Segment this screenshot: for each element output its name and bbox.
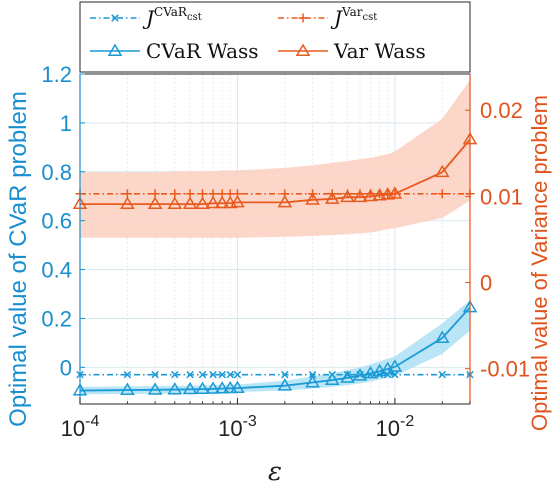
- series-3-point-3: [167, 196, 183, 210]
- legend-box: [79, 1, 471, 73]
- series-2-point-11: [305, 375, 320, 388]
- series-0-point-7: [218, 370, 226, 379]
- series-2-point-9: [230, 380, 245, 394]
- series-2-point-13: [340, 370, 355, 383]
- legend-marker-1: [298, 13, 308, 23]
- y-tick-label-left: 0.2: [41, 306, 72, 331]
- series-2-point-4: [182, 381, 198, 395]
- legend-label-3: Var Wass: [333, 39, 426, 63]
- x-tick-label: 10-2: [376, 413, 415, 441]
- series-3-point-6: [205, 195, 221, 209]
- series-line-2: [79, 306, 471, 392]
- series-3-point-16: [372, 188, 387, 201]
- series-0-point-11: [308, 370, 317, 379]
- series-0-point-19: [438, 370, 447, 379]
- series-0-point-6: [209, 370, 217, 379]
- series-3-point-7: [214, 195, 230, 209]
- series-2-point-10: [277, 378, 293, 391]
- y-tick-label-left: 0.8: [41, 160, 72, 185]
- series-3-point-9: [230, 194, 245, 208]
- x-tick-label: 10-4: [61, 413, 100, 441]
- series-2-point-8: [222, 380, 238, 394]
- series-2-point-2: [147, 382, 163, 395]
- series-3-point-19: [434, 164, 450, 178]
- y-tick-label-right: 0: [480, 271, 492, 296]
- series-3-point-2: [147, 196, 163, 210]
- series-0-point-8: [226, 370, 234, 379]
- legend-marker-0: [111, 14, 119, 22]
- x-axis: 10-4 10-3 10-2: [61, 398, 471, 441]
- series-2-point-7: [214, 381, 230, 394]
- series-0-point-10: [281, 370, 289, 379]
- y-axis-label-left: Optimal value of CVaR problem: [5, 91, 32, 427]
- series-3-point-4: [182, 196, 198, 210]
- series-2-point-6: [205, 381, 221, 394]
- series-3-point-1: [120, 196, 135, 210]
- series-2-point-1: [120, 382, 135, 396]
- y-tick-label-left: 0.4: [41, 258, 72, 283]
- grid: [79, 73, 471, 404]
- band-series-2: [80, 300, 470, 395]
- confidence-bands: [80, 80, 470, 395]
- x-tick-label: 10-3: [218, 413, 257, 441]
- series-3-point-14: [352, 189, 368, 203]
- series-markers: [72, 132, 478, 396]
- series-3-point-11: [305, 192, 320, 205]
- series-3-point-10: [277, 194, 293, 208]
- y-tick-label-left: 0: [60, 355, 72, 380]
- series-0-point-4: [186, 370, 194, 379]
- legend-marker-2: [107, 43, 123, 56]
- y-tick-label-left: 1: [60, 111, 72, 136]
- series-3-point-12: [324, 191, 340, 204]
- series-3-point-15: [363, 188, 378, 202]
- series-0-point-2: [151, 370, 159, 379]
- series-0-point-9: [233, 370, 242, 379]
- series-2-point-5: [195, 381, 210, 395]
- legend-label-0: JCVaRcst: [142, 5, 202, 30]
- legend-label-1: JVarcst: [330, 5, 377, 30]
- x-axis-label: ε: [268, 457, 282, 487]
- series-line-3: [80, 138, 471, 206]
- series-0-point-5: [198, 370, 207, 379]
- series-0-point-1: [123, 370, 132, 379]
- y-axis-label-right: Optimal value of Variance problem: [527, 95, 552, 431]
- series-2-point-3: [167, 382, 183, 395]
- series-1-point-19: [437, 189, 447, 199]
- band-series-3: [80, 80, 470, 238]
- series-2-point-12: [324, 372, 340, 385]
- legend: JCVaRcst JVarcst CVaR Wass Var Wass: [79, 1, 471, 73]
- legend-marker-3: [295, 43, 311, 56]
- series-2-point-19: [434, 330, 450, 343]
- left-axis: 0 0.2 0.4 0.6 0.8 1 1.2: [41, 62, 85, 404]
- series-2-point-18: [387, 359, 403, 372]
- series-3-point-18: [387, 186, 403, 199]
- y-tick-label-right: 0.02: [480, 98, 523, 123]
- y-tick-label-right: -0.01: [480, 357, 530, 382]
- right-axis: -0.01 0 0.01 0.02: [465, 74, 530, 404]
- legend-label-2: CVaR Wass: [146, 39, 259, 63]
- y-tick-label-left: 1.2: [41, 62, 72, 87]
- series-3-point-13: [340, 189, 355, 203]
- series-0-point-3: [171, 370, 179, 379]
- series-2-point-14: [352, 368, 368, 381]
- series-3-point-5: [195, 196, 210, 210]
- y-tick-label-left: 0.6: [41, 209, 72, 234]
- series-2-point-15: [363, 365, 378, 379]
- y-tick-label-right: 0.01: [480, 184, 523, 209]
